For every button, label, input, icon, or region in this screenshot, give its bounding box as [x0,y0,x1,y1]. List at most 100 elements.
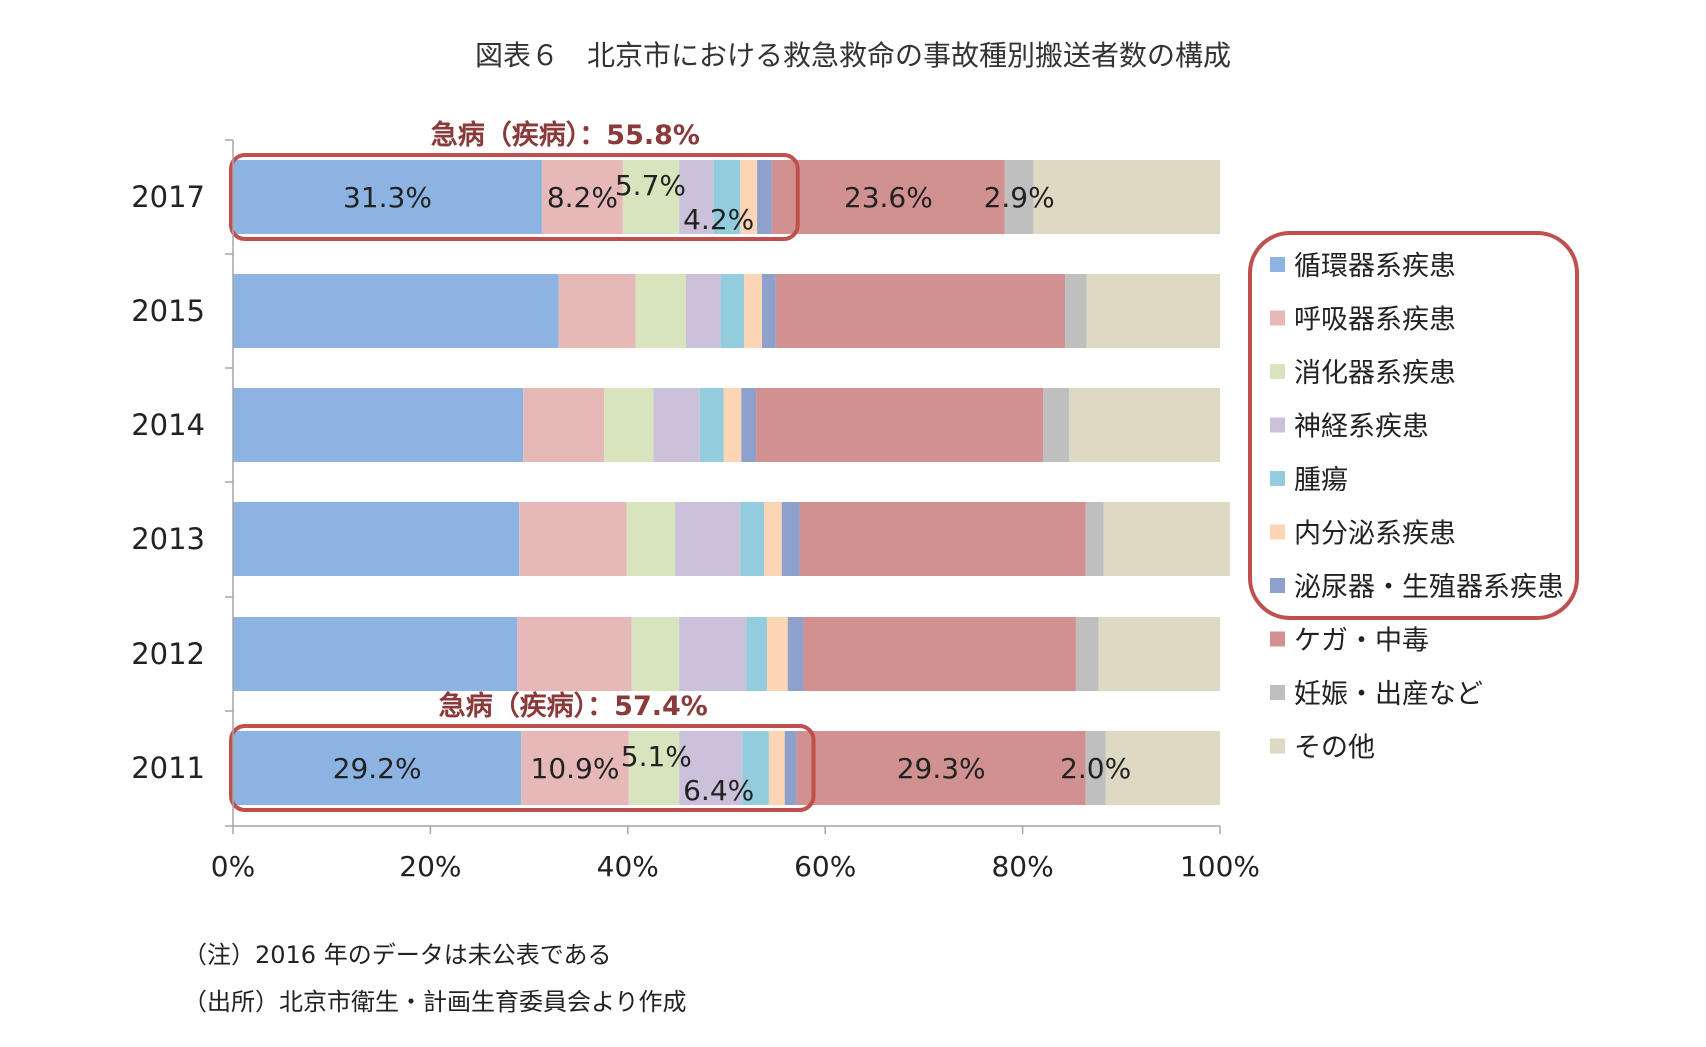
bar-segment-2012-s8 [1075,617,1099,691]
chart-title: 図表６ 北京市における救急救命の事故種別搬送者数の構成 [474,39,1231,72]
legend-swatch-7 [1270,631,1285,647]
x-tick-label: 80% [991,850,1053,883]
bar-segment-2014-s3 [653,388,700,462]
bar-segment-2011-s6 [784,731,797,805]
bar-segment-2015-s5 [744,274,763,348]
bar-segment-2014-s1 [523,388,605,462]
bar-segment-2015-s4 [720,274,745,348]
legend-swatch-8 [1270,685,1285,700]
data-label-2017: 2.9% [984,181,1055,214]
bar-segment-2013-s2 [626,502,676,576]
annotation-2017: 急病（疾病）：55.8% [431,119,700,151]
bar-segment-2012-s1 [517,617,632,691]
note-text: （注）2016 年のデータは未公表である [183,941,612,969]
bar-segment-2013-s9 [1103,502,1230,576]
legend-label-0: 循環器系疾患 [1294,251,1456,282]
x-tick-label: 100% [1180,850,1260,883]
bar-segment-2013-s1 [519,502,627,576]
bar-segment-2012-s9 [1098,617,1220,691]
legend-swatch-5 [1270,524,1285,540]
bar-segment-2017-s3 [679,160,714,234]
bar-segment-2011-s7 [796,731,1086,805]
legend: 循環器系疾患呼吸器系疾患消化器系疾患神経系疾患腫瘍内分泌系疾患泌尿器・生殖器系疾… [1248,231,1579,764]
legend-label-2: 消化器系疾患 [1294,358,1456,389]
highlight-box-2011 [229,724,816,812]
x-tick-label: 40% [597,850,659,883]
bar-segment-2015-s3 [686,274,721,348]
legend-swatch-3 [1270,417,1285,433]
data-label-2017: 4.2% [683,203,754,236]
bar-segment-2013-s6 [781,502,800,576]
legend-label-9: その他 [1294,733,1375,764]
category-label-2014: 2014 [131,408,205,442]
bar-segment-2012-s2 [631,617,680,691]
axes: 0% 20% 40% 60% 80% 100% 2017 2015 2014 2013 2012 20… [131,139,1260,883]
bar-segment-2014-s6 [741,388,757,462]
bar-segments [233,160,1230,805]
legend-label-1: 呼吸器系疾患 [1294,305,1456,336]
bar-segment-2012-s7 [803,617,1076,691]
bar-segment-2011-s0 [233,731,522,805]
bar-segment-2017-s9 [1033,160,1220,234]
data-label-2017: 8.2% [547,181,618,214]
legend-label-8: 妊娠・出産など [1294,679,1483,710]
legend-label-7: ケガ・中毒 [1294,626,1429,657]
bar-segment-2011-s3 [679,731,743,805]
data-label-2017: 31.3% [343,181,432,214]
annotations: 急病（疾病）：55.8% 急病（疾病）：57.4% [431,119,708,722]
bar-segment-2015-s7 [775,274,1066,348]
bar-segment-2015-s9 [1086,274,1220,348]
x-tick-label: 60% [794,850,856,883]
legend-highlight-box [1248,231,1579,620]
category-label-2017: 2017 [131,180,205,214]
bar-segment-2013-s4 [740,502,765,576]
legend-label-3: 神経系疾患 [1294,412,1429,443]
legend-swatch-9 [1270,738,1285,754]
bar-segment-2017-s2 [622,160,680,234]
bar-segment-2011-s1 [521,731,629,805]
highlight-boxes [229,153,816,812]
bar-segment-2014-s7 [756,388,1044,462]
bar-segment-2013-s7 [799,502,1086,576]
bar-segment-2014-s4 [699,388,724,462]
category-label-2012: 2012 [131,637,205,671]
legend-swatch-0 [1270,257,1285,272]
bar-segment-2011-s8 [1085,731,1106,805]
legend-label-4: 腫瘍 [1294,465,1348,496]
bar-segment-2012-s6 [787,617,804,691]
data-label-2011: 29.2% [333,752,422,785]
bar-segment-2012-s5 [766,617,788,691]
bar-segment-2012-s3 [679,617,747,691]
bar-segment-2012-s0 [233,617,518,691]
data-label-2011: 5.1% [621,740,692,773]
bar-segment-2011-s4 [742,731,769,805]
bar-segment-2017-s1 [541,160,623,234]
bar-segment-2014-s2 [604,388,654,462]
legend-label-6: 泌尿器・生殖器系疾患 [1294,572,1564,603]
x-tick-label: 20% [399,850,461,883]
highlight-box-2017 [229,153,800,241]
bar-segment-2013-s3 [675,502,741,576]
legend-swatch-2 [1270,364,1285,379]
bar-segment-2015-s2 [635,274,687,348]
category-label-2013: 2013 [131,522,205,556]
bar-segment-2015-s6 [762,274,776,348]
data-labels: 31.3% 8.2%5.7%4.2% 23.6% 2.9% 29.2% 10.9% 5.1%… [333,169,1132,807]
legend-swatch-6 [1270,578,1285,593]
bar-segment-2014-s9 [1068,388,1220,462]
bar-segment-2017-s5 [740,160,758,234]
data-label-2017: 5.7% [615,169,686,202]
annotation-2011: 急病（疾病）：57.4% [439,690,708,722]
data-label-2011: 29.3% [897,752,986,785]
bar-segment-2013-s0 [233,502,520,576]
bar-segment-2011-s5 [768,731,785,805]
data-label-2011: 2.0% [1060,752,1131,785]
legend-swatch-1 [1270,310,1285,326]
bar-segment-2012-s4 [746,617,767,691]
bar-segment-2015-s1 [558,274,636,348]
data-label-2017: 23.6% [844,181,933,214]
bar-segment-2013-s5 [764,502,782,576]
data-label-2011: 6.4% [683,774,754,807]
bar-segment-2014-s0 [233,388,524,462]
